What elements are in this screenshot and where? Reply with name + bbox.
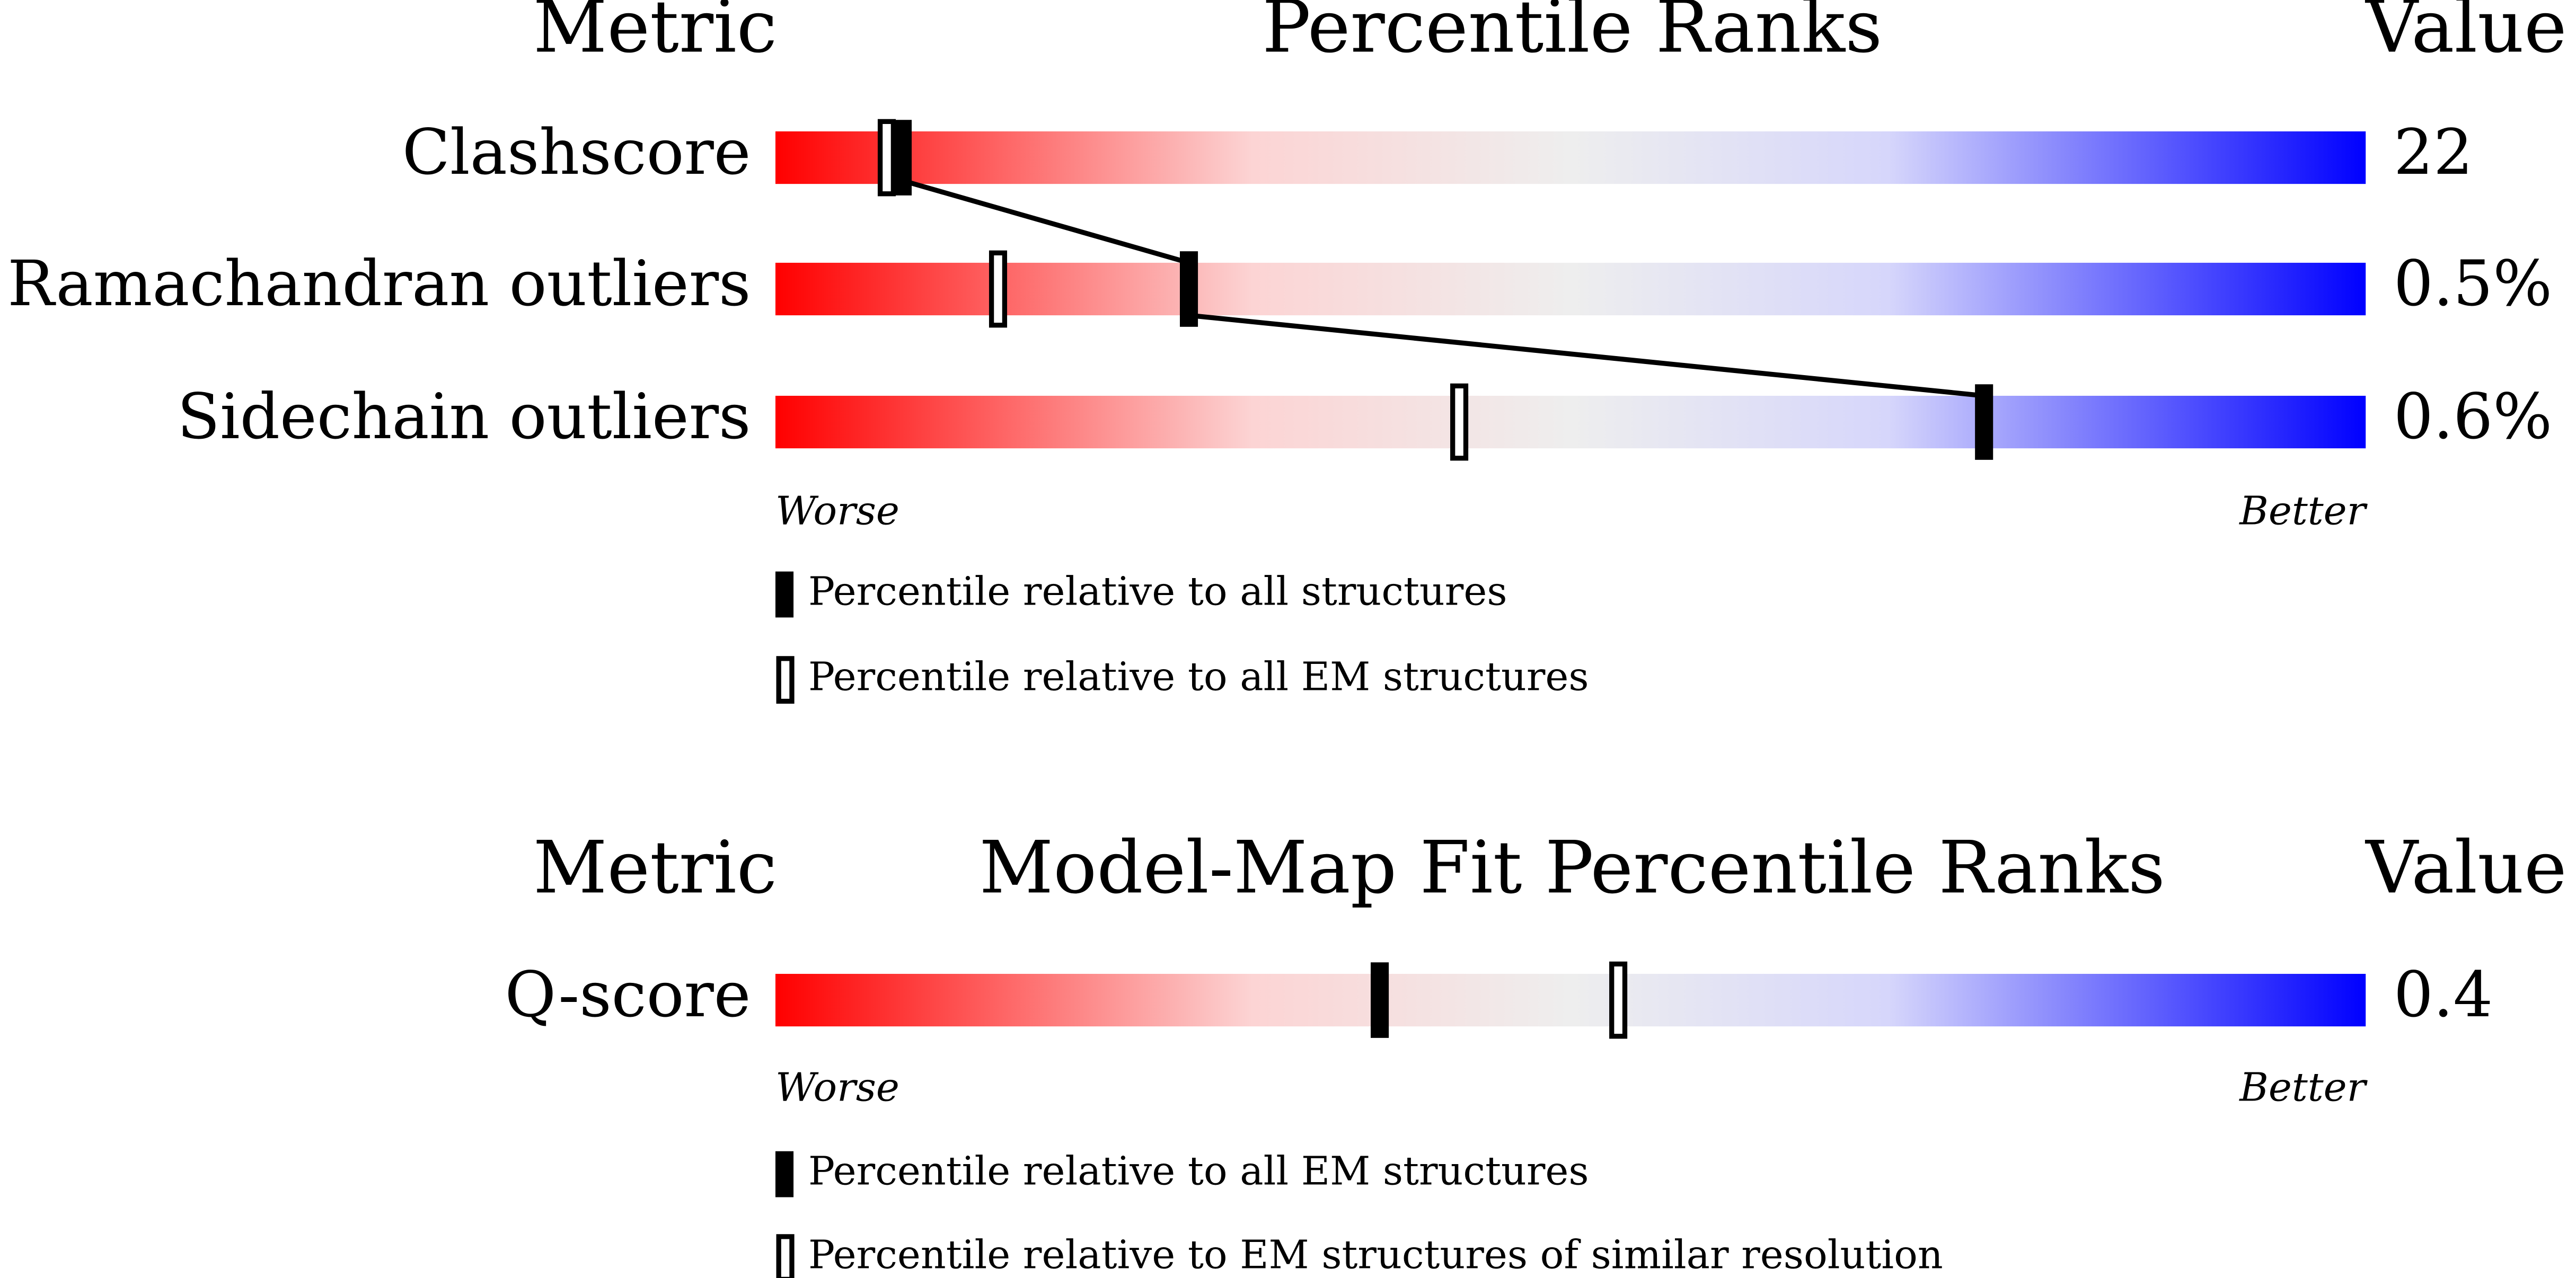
metric-label: Clashscore — [402, 116, 751, 189]
legend-open: Percentile relative to all EM structures — [808, 654, 1589, 700]
worse-label: Worse — [775, 1064, 899, 1110]
legend-filled: Percentile relative to all structures — [808, 568, 1507, 614]
metric-value: 0.5% — [2394, 247, 2552, 320]
legend-filled-icon — [775, 1151, 794, 1197]
filled-marker — [1371, 962, 1389, 1038]
metric-value: 0.4 — [2394, 958, 2493, 1031]
connector-line — [902, 178, 1984, 398]
metric-label: Sidechain outliers — [177, 380, 751, 453]
metric-label: Ramachandran outliers — [7, 247, 751, 320]
header-value: Value — [2365, 826, 2566, 910]
open-marker — [1450, 383, 1469, 461]
metric-label: Q-score — [505, 958, 751, 1031]
percentile-bar — [775, 395, 2366, 449]
legend-open: Percentile relative to EM structures of … — [808, 1232, 1943, 1278]
worse-label: Worse — [775, 488, 899, 534]
legend-filled-icon — [775, 571, 794, 618]
legend-open-icon — [776, 656, 795, 704]
open-marker — [989, 250, 1008, 328]
header-metric: Metric — [533, 0, 777, 69]
legend-filled: Percentile relative to all EM structures — [808, 1148, 1589, 1194]
header-title: Model-Map Fit Percentile Ranks — [980, 826, 2165, 910]
percentile-bar — [775, 262, 2366, 316]
metric-value: 0.6% — [2394, 380, 2552, 453]
open-marker — [877, 119, 896, 197]
percentile-bar — [775, 973, 2366, 1027]
legend-open-icon — [776, 1234, 795, 1278]
better-label: Better — [2238, 1064, 2368, 1110]
better-label: Better — [2238, 488, 2368, 534]
percentile-bar — [775, 131, 2366, 184]
open-marker — [1609, 961, 1628, 1039]
metric-value: 22 — [2394, 116, 2473, 189]
header-metric: Metric — [533, 826, 777, 910]
header-value: Value — [2365, 0, 2566, 69]
header-title: Percentile Ranks — [1262, 0, 1882, 69]
